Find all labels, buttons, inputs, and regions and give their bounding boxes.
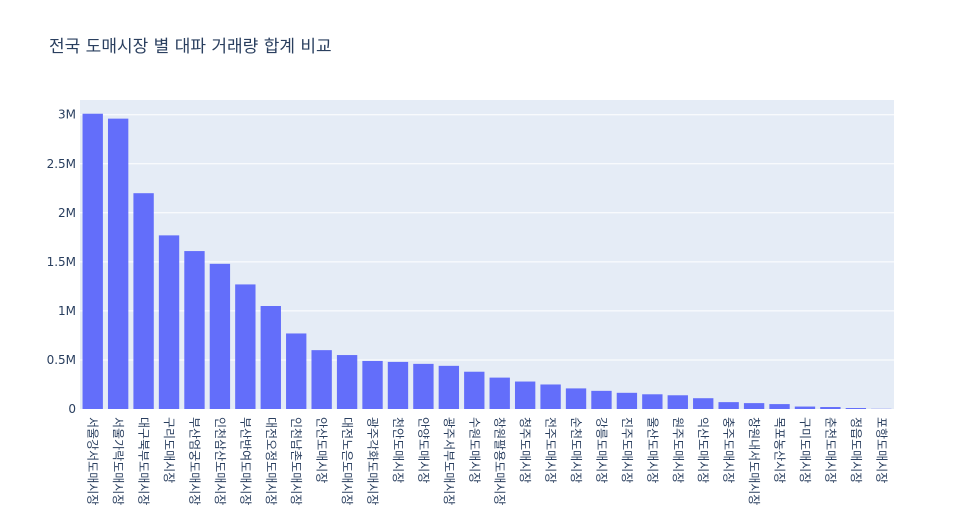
- bar[interactable]: [107, 118, 129, 409]
- bar[interactable]: [413, 363, 434, 409]
- x-tick-label: 창원내서도매시장: [747, 417, 761, 505]
- bar[interactable]: [565, 388, 587, 409]
- x-tick-label: 청주도매시장: [518, 417, 532, 483]
- y-axis-ticks: 0 0.5M 1M 1.5M 2M 2.5M 3M: [47, 108, 76, 416]
- bar[interactable]: [718, 402, 739, 409]
- x-tick-label: 구리도매시장: [162, 417, 176, 483]
- x-tick-label: 울산도매시장: [645, 417, 659, 483]
- x-tick-label: 부산엄궁도매시장: [187, 417, 201, 505]
- bar[interactable]: [464, 371, 485, 409]
- y-tick-label: 2M: [58, 206, 76, 220]
- chart-title: 전국 도매시장 별 대파 거래량 합계 비교: [49, 37, 332, 57]
- x-tick-label: 광주서부도매시장: [442, 417, 456, 505]
- bar[interactable]: [794, 406, 816, 409]
- x-tick-label: 구미도매시장: [798, 417, 812, 483]
- bar[interactable]: [591, 390, 612, 409]
- x-tick-label: 안산도매시장: [315, 417, 329, 483]
- bar[interactable]: [642, 394, 663, 409]
- y-tick-label: 3M: [58, 108, 76, 122]
- bar[interactable]: [514, 381, 536, 409]
- x-tick-label: 순천도매시장: [569, 417, 584, 483]
- bar[interactable]: [489, 377, 510, 409]
- x-tick-label: 원주도매시장: [671, 417, 685, 483]
- x-tick-label: 진주도매시장: [620, 417, 634, 483]
- x-axis-ticks: 서울강서도매시장 서울가락도매시장 대구북부도매시장 구리도매시장 부산엄궁도매시장 인천…: [86, 417, 889, 505]
- gridlines: [80, 114, 894, 361]
- bar[interactable]: [311, 350, 332, 409]
- bar[interactable]: [184, 251, 205, 409]
- y-tick-label: 0.5M: [47, 353, 76, 367]
- bar[interactable]: [743, 403, 765, 409]
- x-tick-label: 부산반여도매시장: [238, 417, 252, 505]
- bar[interactable]: [693, 398, 714, 409]
- y-tick-label: 1.5M: [47, 255, 76, 269]
- x-tick-label: 전주도매시장: [544, 417, 558, 483]
- bar[interactable]: [540, 384, 561, 409]
- x-tick-label: 창원팔용도매시장: [493, 417, 507, 505]
- bar[interactable]: [769, 404, 790, 409]
- bar[interactable]: [820, 407, 841, 409]
- bar[interactable]: [336, 355, 358, 409]
- x-tick-label: 수원도매시장: [467, 417, 481, 483]
- bar[interactable]: [286, 333, 307, 409]
- bar[interactable]: [158, 235, 180, 409]
- x-tick-label: 충주도매시장: [722, 417, 736, 483]
- x-tick-label: 목포농산시장: [773, 417, 787, 483]
- bar[interactable]: [82, 113, 103, 409]
- x-tick-label: 인천남촌도매시장: [289, 417, 304, 505]
- bar[interactable]: [260, 306, 281, 409]
- x-tick-label: 익산도매시장: [696, 417, 710, 483]
- bar[interactable]: [387, 361, 409, 409]
- y-tick-label: 0: [68, 402, 76, 416]
- x-tick-label: 강릉도매시장: [594, 417, 608, 483]
- bar[interactable]: [209, 263, 231, 409]
- x-tick-label: 안양도매시장: [416, 417, 430, 483]
- x-tick-label: 포항도매시장: [874, 417, 888, 483]
- x-tick-label: 대구북부도매시장: [137, 417, 151, 505]
- bar[interactable]: [616, 392, 638, 409]
- x-tick-label: 인천삼산도매시장: [213, 417, 228, 505]
- x-tick-label: 천안도매시장: [391, 417, 406, 483]
- x-tick-label: 대전노은도매시장: [340, 417, 354, 505]
- x-tick-label: 서울강서도매시장: [86, 417, 100, 505]
- bar[interactable]: [133, 193, 154, 409]
- x-tick-label: 광주각화도매시장: [366, 417, 380, 505]
- bar[interactable]: [362, 360, 383, 409]
- x-tick-label: 대전오정도매시장: [264, 417, 278, 505]
- y-tick-label: 2.5M: [47, 157, 76, 171]
- bars: [82, 113, 892, 409]
- bar[interactable]: [845, 408, 867, 409]
- x-tick-label: 서울가락도매시장: [111, 417, 125, 505]
- bar[interactable]: [438, 365, 460, 409]
- bar[interactable]: [235, 284, 256, 409]
- x-tick-label: 정읍도매시장: [849, 417, 863, 483]
- bar[interactable]: [667, 395, 688, 409]
- x-tick-label: 춘천도매시장: [823, 417, 838, 483]
- y-tick-label: 1M: [58, 304, 76, 318]
